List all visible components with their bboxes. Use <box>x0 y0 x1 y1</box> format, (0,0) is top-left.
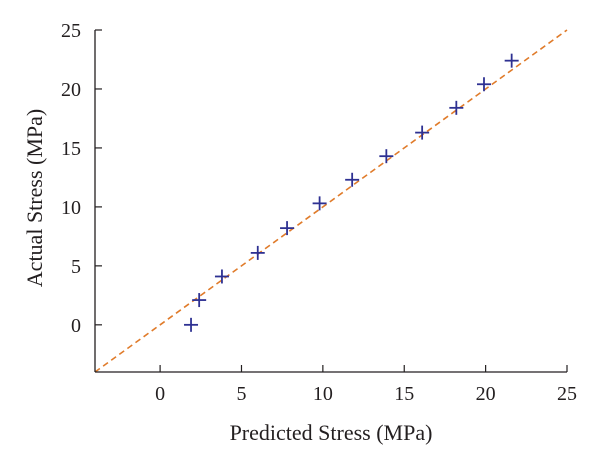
x-tick-label: 25 <box>557 383 577 405</box>
x-tick-label: 5 <box>236 383 246 405</box>
axes-layer <box>94 29 568 373</box>
reference-line <box>94 29 568 373</box>
data-point <box>280 221 295 236</box>
y-tick-label: 0 <box>71 315 81 337</box>
data-point <box>312 196 327 211</box>
data-point <box>476 77 491 92</box>
data-points-layer <box>184 53 519 332</box>
data-point <box>250 245 265 260</box>
data-point <box>184 317 199 332</box>
y-axis-label: Actual Stress (MPa) <box>22 109 47 287</box>
tick-labels-layer: 0 5 10 15 20 25 0 5 10 15 20 25 <box>61 20 577 405</box>
data-point <box>192 293 207 308</box>
reference-line-layer <box>94 29 568 373</box>
data-point <box>415 125 430 140</box>
data-point <box>379 149 394 164</box>
x-tick-label: 20 <box>476 383 496 405</box>
data-point <box>345 172 360 187</box>
y-tick-label: 5 <box>71 256 81 278</box>
data-point <box>504 53 519 68</box>
data-point <box>214 269 229 284</box>
y-tick-label: 15 <box>61 138 81 160</box>
y-tick-label: 25 <box>61 20 81 42</box>
y-tick-label: 20 <box>61 79 81 101</box>
y-tick-label: 10 <box>61 197 81 219</box>
x-tick-label: 15 <box>394 383 414 405</box>
x-axis-label: Predicted Stress (MPa) <box>230 420 433 445</box>
data-point <box>449 100 464 115</box>
x-tick-label: 10 <box>313 383 333 405</box>
x-tick-label: 0 <box>155 383 165 405</box>
